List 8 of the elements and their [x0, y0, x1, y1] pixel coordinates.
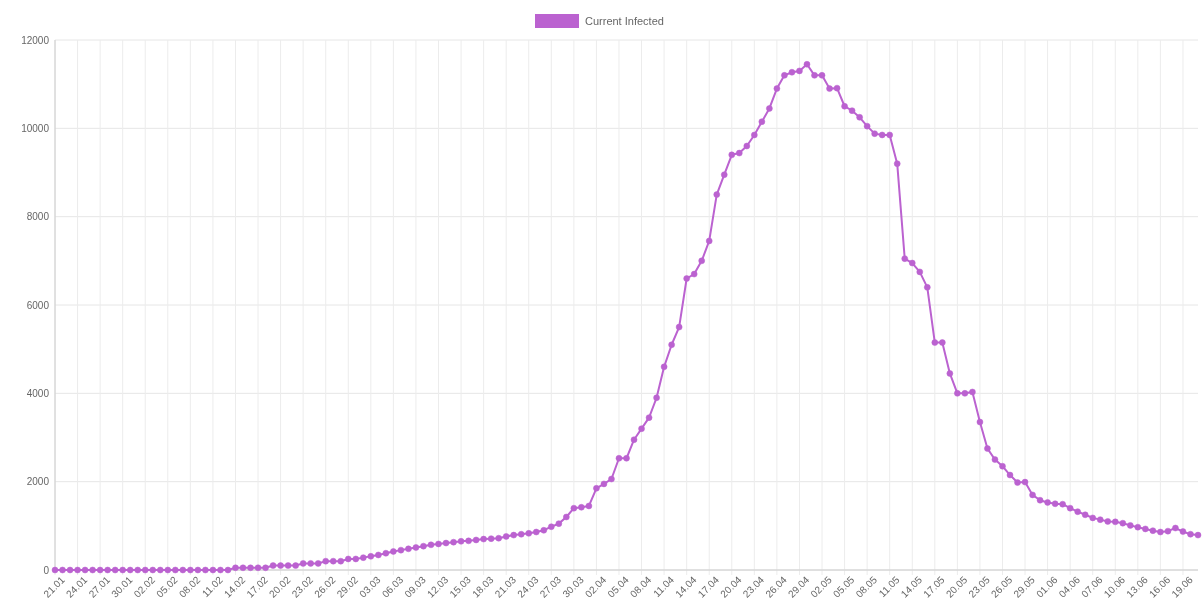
y-tick-label: 8000 — [26, 211, 50, 223]
y-tick-label: 12000 — [21, 34, 50, 46]
y-tick-label: 4000 — [26, 387, 50, 399]
legend-label: Current Infected — [585, 14, 664, 27]
y-tick-label: 10000 — [21, 122, 50, 134]
y-tick-label: 2000 — [26, 476, 50, 488]
y-tick-label: 6000 — [26, 299, 50, 311]
y-tick-label: 0 — [43, 564, 50, 576]
